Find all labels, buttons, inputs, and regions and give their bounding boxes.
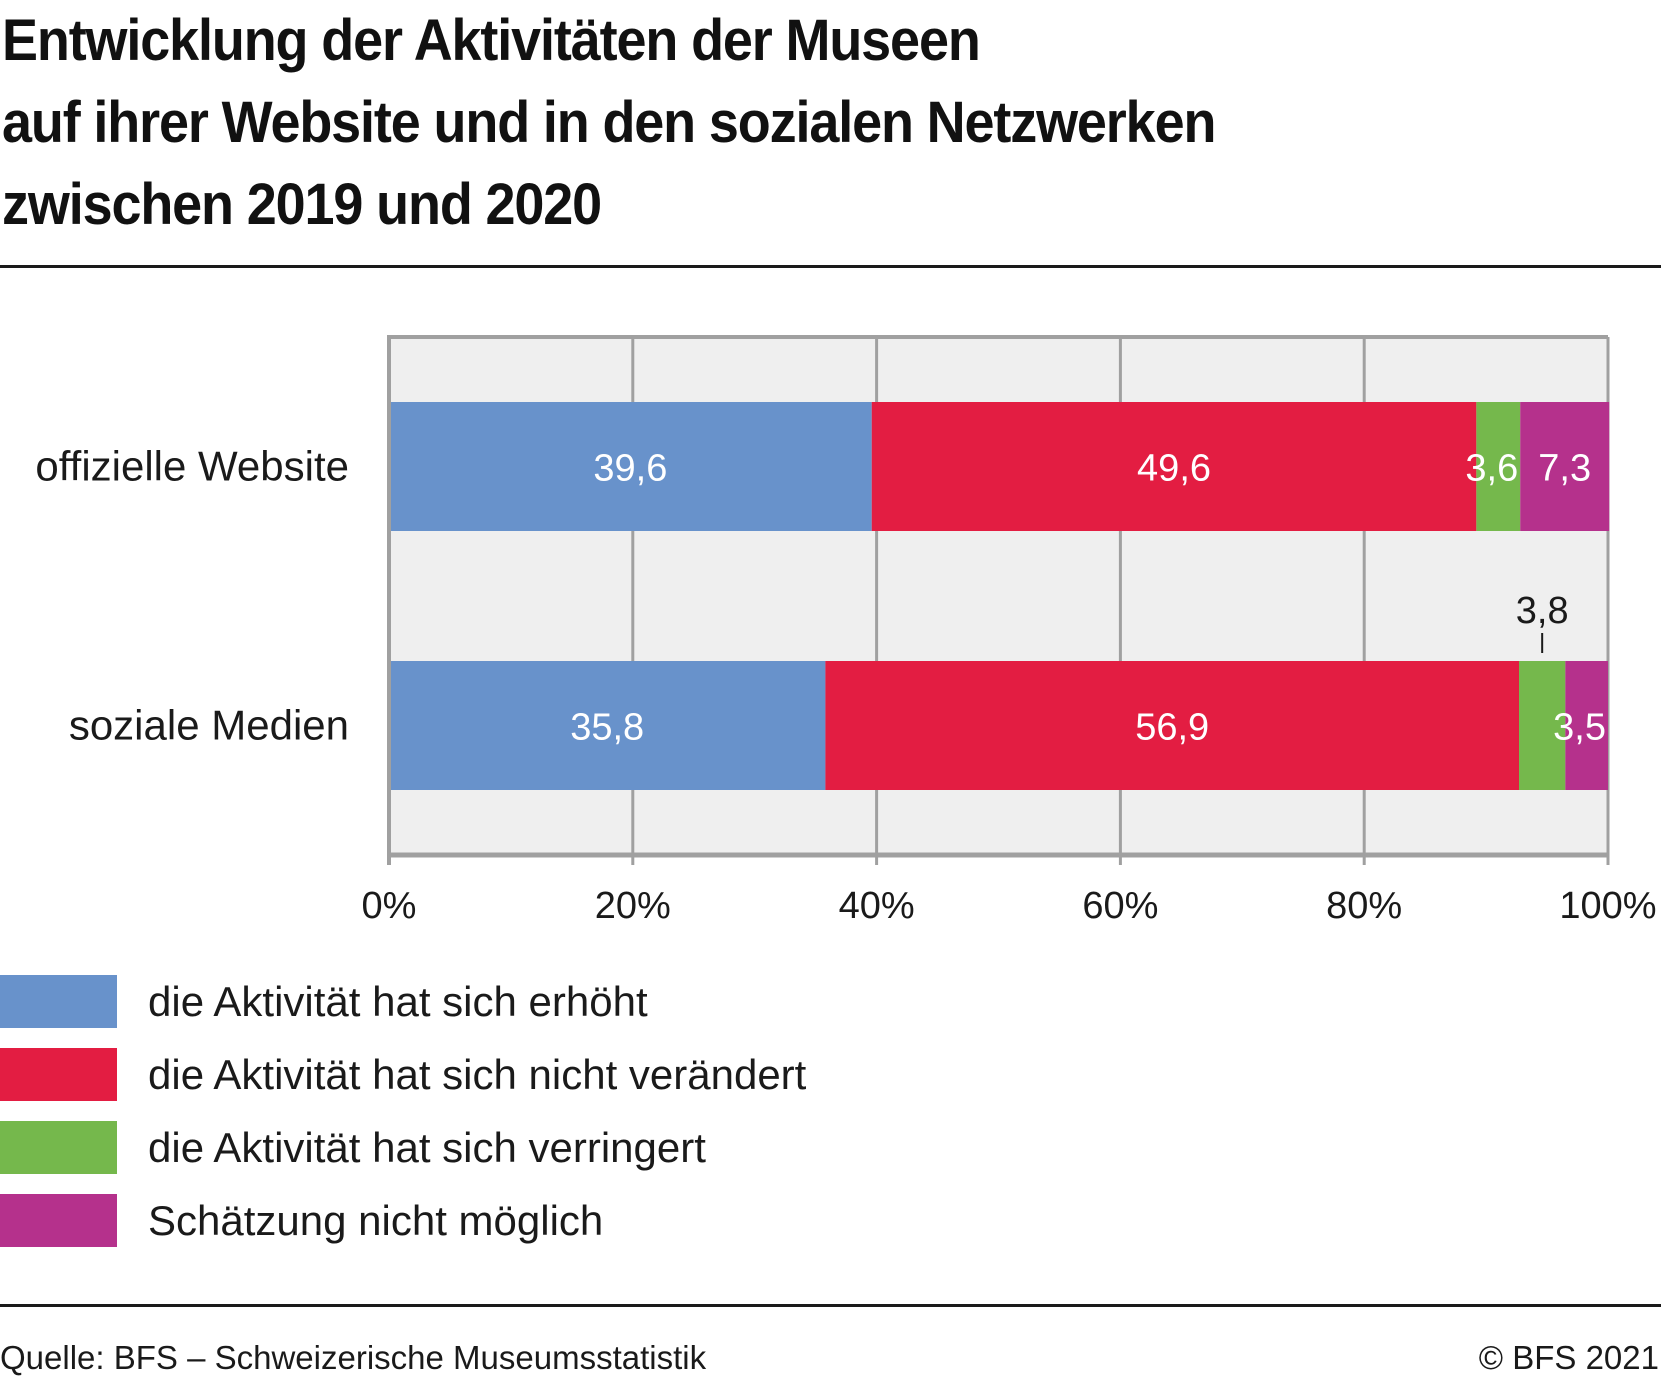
- legend-label: Schätzung nicht möglich: [148, 1197, 604, 1244]
- legend-label: die Aktivität hat sich nicht verändert: [148, 1051, 807, 1098]
- data-label: 3,8: [1516, 590, 1569, 632]
- category-label: offizielle Website: [35, 443, 349, 490]
- data-label: 39,6: [593, 448, 667, 490]
- legend-label: die Aktivität hat sich erhöht: [148, 978, 648, 1025]
- title-line-2: auf ihrer Website und in den sozialen Ne…: [2, 90, 1216, 155]
- legend-swatch: [0, 1121, 117, 1174]
- x-tick-label: 60%: [1082, 885, 1158, 927]
- copyright-note: © BFS 2021: [1478, 1339, 1659, 1376]
- x-tick-label: 80%: [1326, 885, 1402, 927]
- legend-swatch: [0, 1194, 117, 1247]
- source-note: Quelle: BFS – Schweizerische Museumsstat…: [0, 1339, 707, 1376]
- bar-segment: [1565, 661, 1608, 790]
- data-label: 56,9: [1135, 707, 1209, 749]
- bar-segment: [1476, 402, 1521, 531]
- data-label: 3,5: [1553, 707, 1606, 749]
- x-tick-label: 100%: [1559, 885, 1656, 927]
- chart-title: Entwicklung der Aktivitäten der Museen a…: [2, 0, 1527, 246]
- x-tick-label: 40%: [839, 885, 915, 927]
- data-label: 49,6: [1137, 448, 1211, 490]
- legend-label: die Aktivität hat sich verringert: [148, 1124, 706, 1171]
- x-tick-label: 20%: [595, 885, 671, 927]
- legend-swatch: [0, 1048, 117, 1101]
- legend-swatch: [0, 975, 117, 1028]
- title-line-3: zwischen 2019 und 2020: [2, 172, 602, 237]
- bar-segment: [1520, 402, 1610, 531]
- title-divider: [0, 265, 1661, 268]
- data-label: 7,3: [1538, 448, 1591, 490]
- bar-segment: [825, 661, 1520, 790]
- bar-segment: [389, 661, 826, 790]
- stacked-bar-chart: 0% 20% 40% 60% 80% 100% offizielle Website 39,6…: [35, 335, 1657, 927]
- bar-segment: [1519, 661, 1566, 790]
- data-label: 3,6: [1465, 448, 1518, 490]
- data-label: 35,8: [570, 707, 644, 749]
- title-line-1: Entwicklung der Aktivitäten der Museen: [2, 8, 981, 73]
- bar-segment: [389, 402, 872, 531]
- x-tick-label: 0%: [362, 885, 417, 927]
- bar-segment: [871, 402, 1477, 531]
- footer-divider: [0, 1304, 1661, 1307]
- category-label: soziale Medien: [69, 702, 349, 749]
